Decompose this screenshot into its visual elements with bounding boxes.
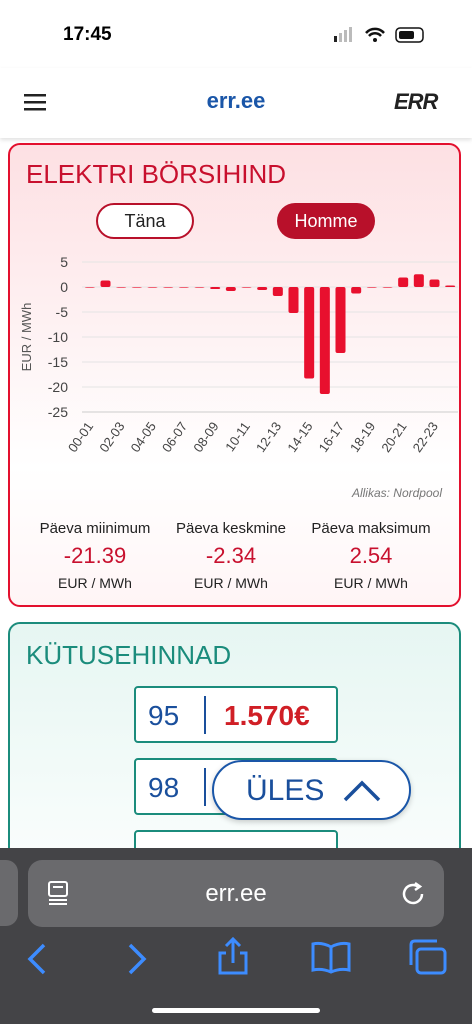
stat-value: 2.54 xyxy=(349,543,393,568)
stat-unit: EUR / MWh xyxy=(58,575,132,591)
reader-icon[interactable] xyxy=(46,880,72,906)
tab-today[interactable]: Täna xyxy=(96,203,194,239)
fuel-price: 1.570€ xyxy=(224,700,310,731)
menu-button[interactable] xyxy=(24,92,48,112)
status-time: 17:45 xyxy=(63,24,112,45)
card-title: ELEKTRI BÖRSIHIND xyxy=(26,159,287,189)
chevron-up xyxy=(343,780,381,802)
stat-max: Päeva maksimum 2.54 EUR / MWh xyxy=(296,520,446,591)
stat-unit: EUR / MWh xyxy=(334,575,408,591)
stat-label: Päeva keskmine xyxy=(175,520,287,537)
site-title[interactable]: err.ee xyxy=(206,88,266,113)
tabs-button[interactable] xyxy=(409,939,447,975)
header xyxy=(0,68,472,138)
price-card: ELEKTRI BÖRSIHIND xyxy=(8,143,461,607)
home-indicator xyxy=(152,1008,320,1013)
divider xyxy=(204,696,206,734)
stat-mean: Päeva keskmine -2.34 EUR / MWh xyxy=(156,520,306,591)
fuel-grade: 95 xyxy=(148,700,180,731)
tab-tomorrow[interactable]: Homme xyxy=(277,203,375,239)
prev-tab[interactable] xyxy=(0,860,18,926)
stat-value: -2.34 xyxy=(205,543,257,568)
fuel-row: 95 1.570€ xyxy=(134,686,338,743)
card-title: KÜTUSEHINNAD xyxy=(26,640,232,670)
status-icons xyxy=(334,27,424,43)
share-button[interactable] xyxy=(218,936,248,975)
url: err.ee xyxy=(205,880,267,907)
stat-label: Päeva miinimum xyxy=(39,520,151,537)
divider xyxy=(204,768,206,806)
stat-value: -21.39 xyxy=(63,543,127,568)
bookmarks-button[interactable] xyxy=(311,941,351,974)
button-label: ÜLES xyxy=(246,774,325,807)
reload-icon[interactable] xyxy=(400,880,428,908)
address-bar[interactable]: err.ee xyxy=(28,860,444,927)
fuel-grade: 98 xyxy=(148,772,180,803)
stat-min: Päeva miinimum -21.39 EUR / MWh xyxy=(20,520,170,591)
browser-buttons xyxy=(27,936,447,1013)
scroll-top-button[interactable]: ÜLES xyxy=(212,760,411,820)
stat-unit: EUR / MWh xyxy=(194,575,268,591)
logo[interactable]: ERR xyxy=(394,89,438,114)
forward-button[interactable] xyxy=(128,943,147,975)
back-button[interactable] xyxy=(27,943,46,975)
stat-label: Päeva maksimum xyxy=(311,520,431,537)
